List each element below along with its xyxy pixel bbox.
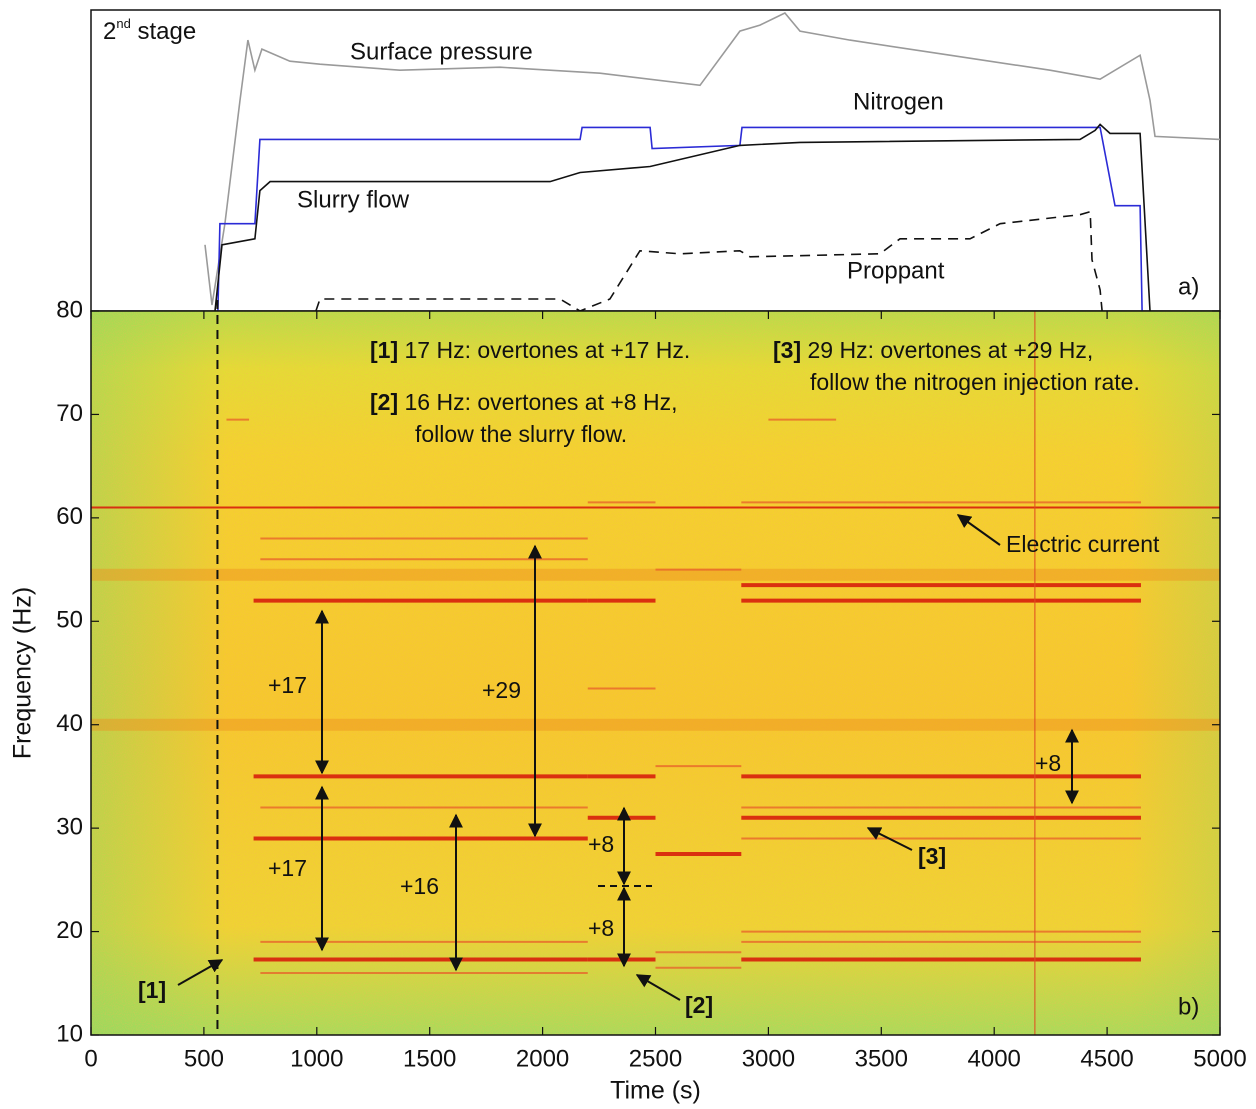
annotation: [3] — [918, 843, 946, 869]
x-tick-label: 3000 — [742, 1045, 795, 1072]
panel-label: b) — [1178, 993, 1199, 1020]
note: follow the slurry flow. — [415, 421, 627, 447]
annotation: +8 — [588, 915, 614, 941]
x-tick-label: 0 — [84, 1045, 97, 1072]
y-tick-label: 70 — [56, 400, 83, 427]
note-text: 16 Hz: overtones at +8 Hz, — [405, 389, 678, 415]
x-tick-label: 5000 — [1193, 1045, 1246, 1072]
note: follow the nitrogen injection rate. — [810, 369, 1140, 395]
panel-a: Surface pressure Nitrogen Slurry flow Propp… — [90, 9, 1221, 312]
panel-title: 2nd stage — [103, 16, 196, 45]
series-label: Surface pressure — [350, 38, 533, 65]
x-tick-label: 4500 — [1080, 1045, 1133, 1072]
x-axis-label: Time (s) — [610, 1077, 701, 1105]
y-tick-label: 60 — [56, 503, 83, 530]
series-line — [315, 210, 1103, 312]
annotation: +8 — [588, 831, 614, 857]
series-label: Proppant — [847, 257, 945, 284]
annotation: Electric current — [1006, 531, 1160, 557]
spectrogram-texture — [91, 311, 1220, 1035]
note-tag: [3] — [773, 337, 801, 363]
panel-label: a) — [1178, 273, 1199, 300]
annotation: [2] — [685, 992, 713, 1018]
note-text: 17 Hz: overtones at +17 Hz. — [405, 337, 691, 363]
note-tag: [1] — [370, 337, 398, 363]
series-line — [204, 12, 1221, 306]
x-tick-label: 4000 — [968, 1045, 1021, 1072]
series-label: Slurry flow — [297, 186, 410, 213]
arrow — [177, 959, 224, 986]
y-tick-label: 80 — [56, 296, 83, 323]
x-tick-label: 500 — [184, 1045, 224, 1072]
annotation: +8 — [1035, 750, 1061, 776]
annotation: +17 — [268, 672, 307, 698]
x-tick-label: 1000 — [290, 1045, 343, 1072]
x-tick-label: 1500 — [403, 1045, 456, 1072]
y-tick-label: 20 — [56, 917, 83, 944]
note-text: 29 Hz: overtones at +29 Hz, — [808, 337, 1094, 363]
x-tick-label: 2500 — [629, 1045, 682, 1072]
title-part: 2 — [103, 18, 116, 45]
y-tick-label: 40 — [56, 710, 83, 737]
title-part: nd — [116, 16, 130, 31]
y-tick-label: 50 — [56, 607, 83, 634]
title-part: stage — [131, 18, 196, 45]
y-tick-label: 30 — [56, 813, 83, 840]
x-tick-label: 3500 — [855, 1045, 908, 1072]
note-text: follow the nitrogen injection rate. — [810, 369, 1140, 395]
note-text: follow the slurry flow. — [415, 421, 627, 447]
arrow — [635, 974, 681, 1001]
x-tick-label: 2000 — [516, 1045, 569, 1072]
series-label: Nitrogen — [853, 88, 944, 115]
y-axis-label: Frequency (Hz) — [9, 587, 37, 759]
annotation: +17 — [268, 855, 307, 881]
panel-b: 0 500 1000 1500 2000 2500 3000 3500 4000 4500 5000… — [9, 296, 1247, 1104]
series-line — [217, 126, 1143, 312]
arrow — [956, 514, 1001, 546]
note: [2] 16 Hz: overtones at +8 Hz, — [370, 389, 677, 415]
annotation: +29 — [482, 677, 521, 703]
series-line — [214, 123, 1151, 312]
y-tick-label: 10 — [56, 1020, 83, 1047]
panel-frame — [90, 9, 1221, 312]
note: [1] 17 Hz: overtones at +17 Hz. — [370, 337, 690, 363]
annotation: [1] — [138, 977, 166, 1003]
annotation: +16 — [400, 873, 439, 899]
arrow — [866, 827, 913, 851]
note: [3] 29 Hz: overtones at +29 Hz, — [773, 337, 1093, 363]
note-tag: [2] — [370, 389, 398, 415]
